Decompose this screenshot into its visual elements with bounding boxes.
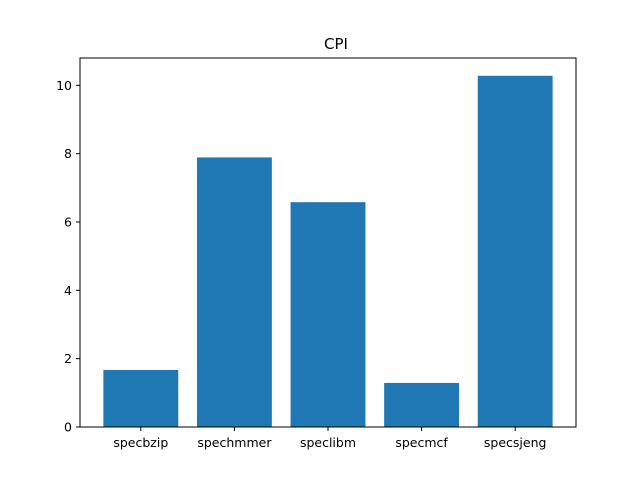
bars-group (103, 75, 553, 428)
y-tick-label: 0 (64, 420, 72, 435)
bar-speclibm (290, 202, 366, 427)
axes-group: 0 2 4 6 8 10 specbzip spechmmer speclibm specmcf s… (56, 57, 577, 450)
y-tick-label: 10 (56, 78, 72, 93)
bar-spechmmer (196, 157, 272, 428)
y-tick-label: 4 (64, 283, 72, 298)
bar-specbzip (103, 369, 179, 427)
bar-specsjeng (477, 75, 553, 428)
x-tick-label-specmcf: specmcf (395, 435, 448, 450)
x-tick-label-specsjeng: specsjeng (484, 435, 547, 450)
chart-title: CPI (324, 35, 348, 53)
y-tick-label: 2 (64, 351, 72, 366)
bar-specmcf (384, 382, 460, 427)
y-tick-label: 8 (64, 146, 72, 161)
x-tick-label-speclibm: speclibm (300, 435, 356, 450)
x-tick-label-specbzip: specbzip (113, 435, 168, 450)
x-tick-label-spechmmer: spechmmer (197, 435, 272, 450)
y-tick-label: 6 (64, 215, 72, 230)
